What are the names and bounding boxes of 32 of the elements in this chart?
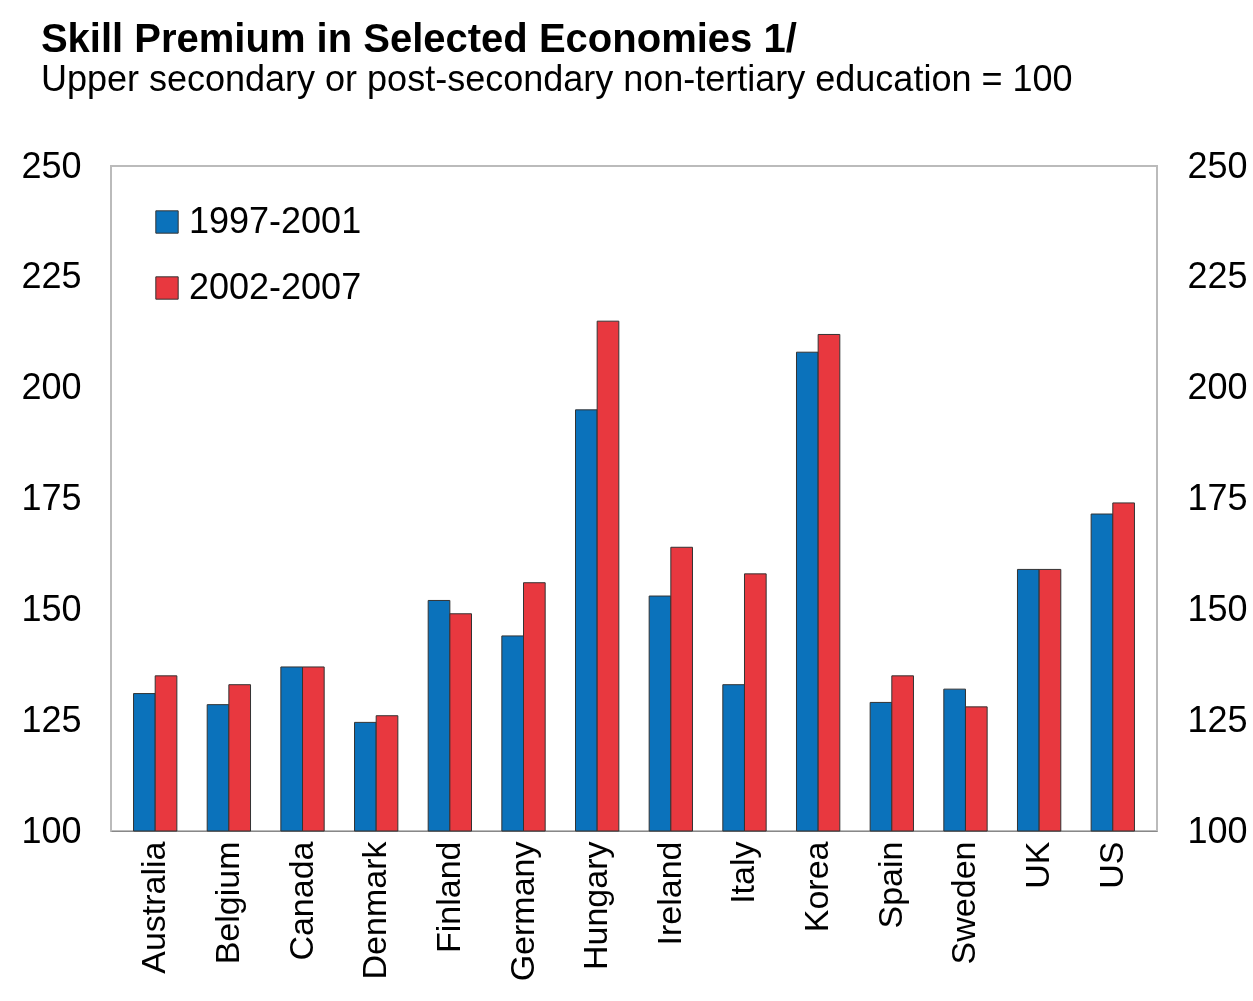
y2-tick-label: 250 <box>1187 144 1248 186</box>
x-tick-label: Australia <box>134 841 173 974</box>
x-tick-label: Germany <box>502 841 541 982</box>
legend-label: 1997-2001 <box>189 200 362 241</box>
x-tick-label: Korea <box>797 841 836 933</box>
y-tick-label: 125 <box>21 698 82 740</box>
y-tick-label: 250 <box>21 144 82 186</box>
x-tick-label: Sweden <box>944 841 983 965</box>
legend-label: 2002-2007 <box>189 266 362 307</box>
x-tick-label: Canada <box>281 841 320 961</box>
x-tick-label: Denmark <box>355 840 394 980</box>
y-tick-label: 175 <box>21 477 82 518</box>
x-tick-label: Ireland <box>649 841 688 946</box>
x-tick-label: Belgium <box>207 841 246 965</box>
y-tick-label: 100 <box>21 809 82 851</box>
y-tick-label: 150 <box>21 587 82 629</box>
y2-tick-label: 125 <box>1187 698 1248 740</box>
chart-subtitle: Upper secondary or post-secondary non-tertiary education = 100 <box>40 58 1073 99</box>
x-tick-label: Hungary <box>576 841 615 971</box>
y2-tick-label: 225 <box>1187 255 1248 297</box>
x-tick-label: Finland <box>428 841 467 954</box>
y2-tick-label: 175 <box>1187 477 1248 518</box>
x-tick-label: Spain <box>870 841 909 929</box>
y2-tick-label: 200 <box>1187 366 1248 408</box>
x-tick-label: US <box>1091 841 1130 889</box>
chart-title: Skill Premium in Selected Economies 1/ <box>40 16 797 60</box>
y-tick-label: 200 <box>21 366 82 408</box>
y2-tick-label: 150 <box>1187 587 1248 629</box>
x-tick-label: UK <box>1018 841 1057 889</box>
x-tick-label: Italy <box>723 841 762 904</box>
y-tick-label: 225 <box>21 255 82 297</box>
y2-tick-label: 100 <box>1187 809 1248 851</box>
